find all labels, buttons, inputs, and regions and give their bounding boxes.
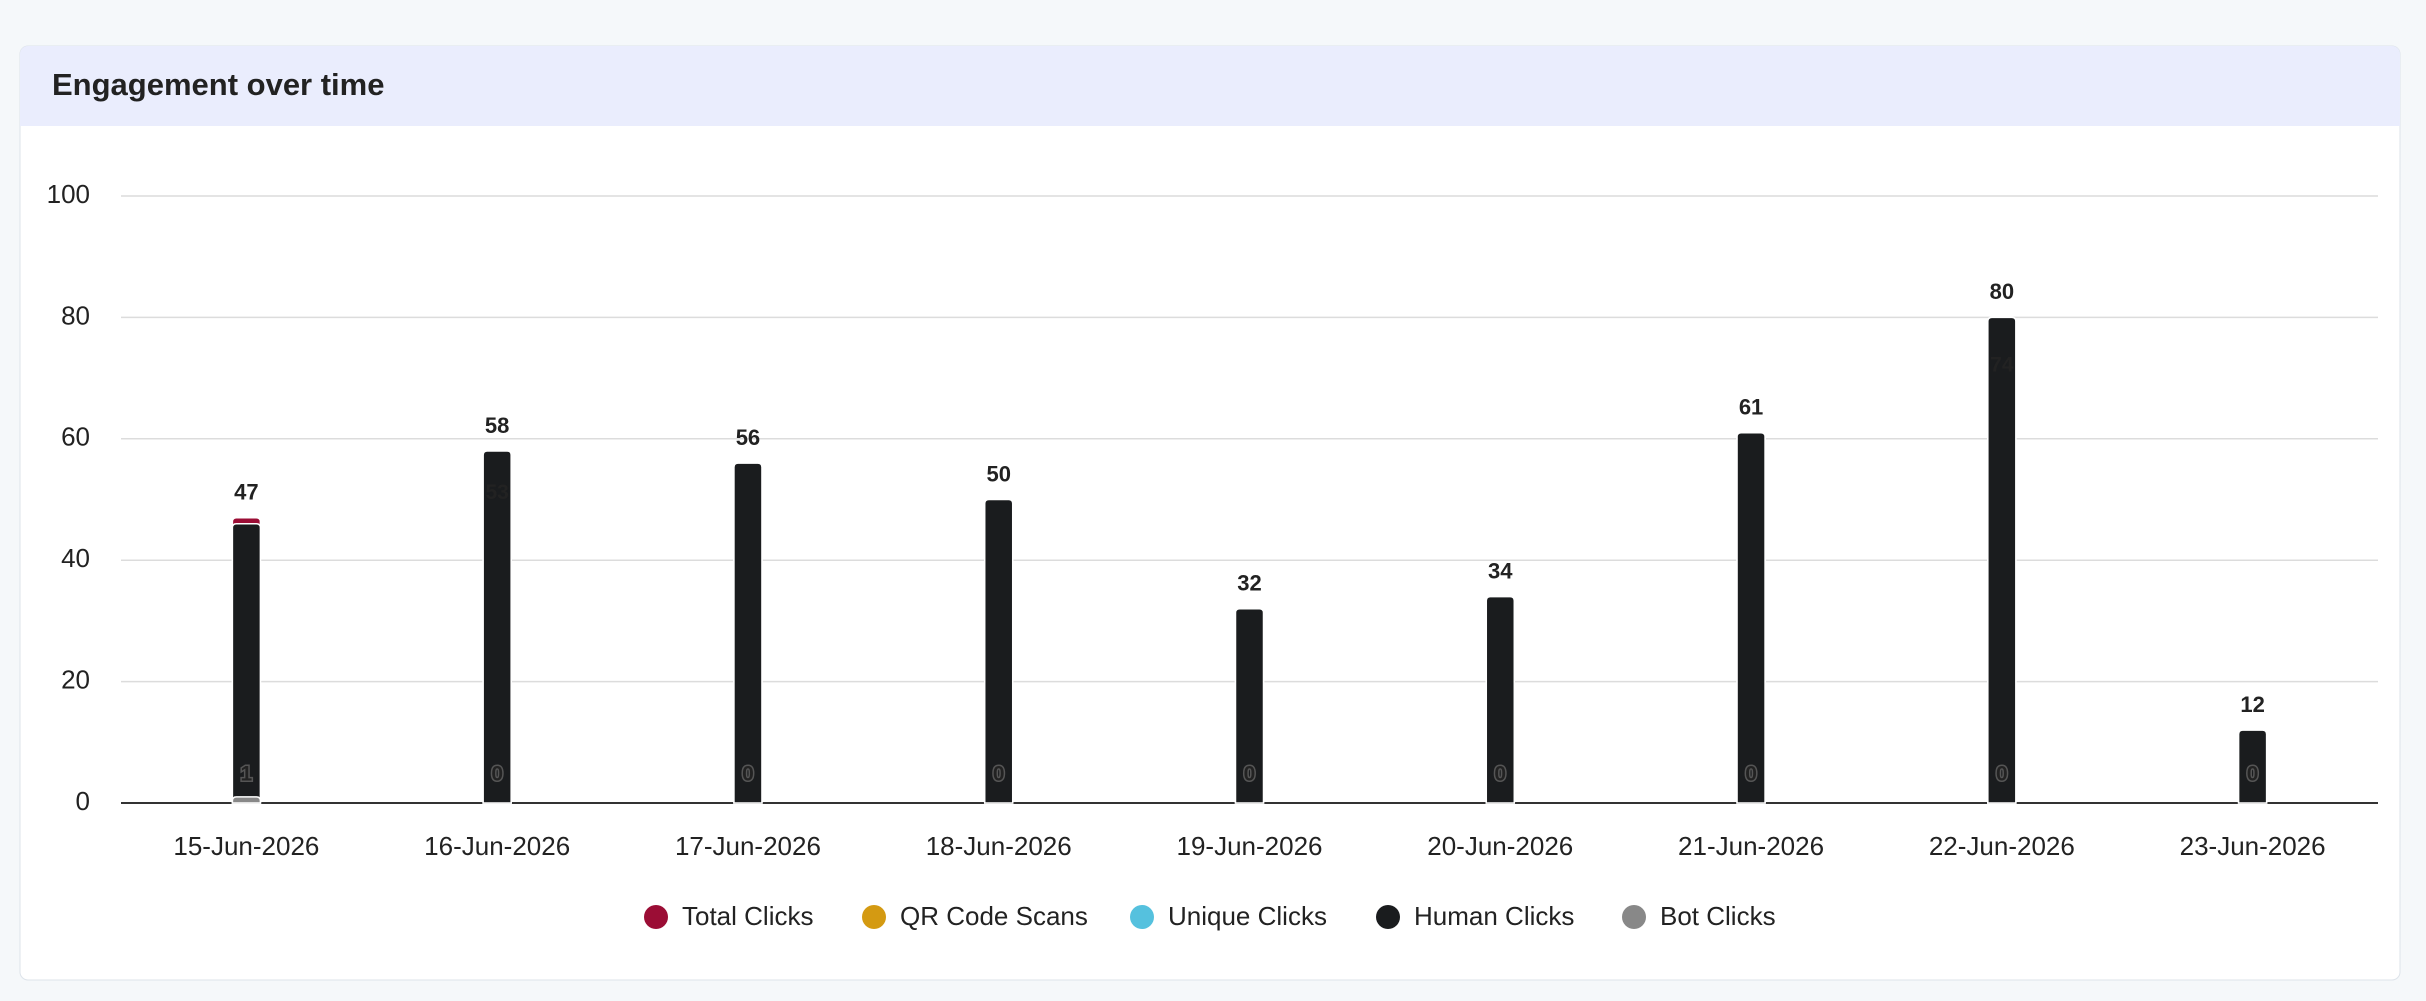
legend-swatch <box>862 905 886 929</box>
x-tick-label: 16-Jun-2026 <box>424 831 570 861</box>
total-label: 61 <box>1739 395 1763 420</box>
legend-swatch <box>1622 905 1646 929</box>
bot-label: 0 <box>1996 763 2008 786</box>
y-tick-label: 20 <box>61 664 90 694</box>
legend-label: Unique Clicks <box>1168 901 1327 931</box>
bot-label: 0 <box>2247 763 2259 786</box>
legend-label: Bot Clicks <box>1660 901 1776 931</box>
bot-label: 1 <box>241 763 253 786</box>
legend-label: Human Clicks <box>1414 901 1574 931</box>
total-label: 58 <box>485 413 509 438</box>
bot-label: 0 <box>491 763 503 786</box>
y-tick-label: 60 <box>61 422 90 452</box>
bot-label: 0 <box>742 763 754 786</box>
x-tick-label: 22-Jun-2026 <box>1929 831 2075 861</box>
x-tick-label: 19-Jun-2026 <box>1177 831 1323 861</box>
total-label: 80 <box>1990 279 2014 304</box>
bot-label: 0 <box>1494 763 1506 786</box>
bar <box>1234 608 1265 804</box>
legend-label: Total Clicks <box>682 901 813 931</box>
bar <box>231 523 262 804</box>
legend-swatch <box>1130 905 1154 929</box>
y-tick-label: 80 <box>61 300 90 330</box>
bot-label: 0 <box>1244 763 1256 786</box>
x-tick-label: 18-Jun-2026 <box>926 831 1072 861</box>
bar <box>983 498 1014 804</box>
bar <box>231 796 262 804</box>
bar <box>733 462 763 804</box>
bar <box>482 450 512 804</box>
bot-label: 0 <box>993 763 1005 786</box>
bar <box>2237 729 2268 804</box>
unique-label: 53 <box>485 481 508 504</box>
bar <box>1736 431 1766 804</box>
bar <box>1485 595 1516 804</box>
total-label: 12 <box>2240 692 2264 717</box>
total-label: 56 <box>736 425 760 450</box>
chart-title: Engagement over time <box>52 67 384 102</box>
x-tick-label: 23-Jun-2026 <box>2180 831 2326 861</box>
bot-label: 0 <box>1745 763 1757 786</box>
card-header <box>20 46 2400 126</box>
legend-swatch <box>1376 905 1400 929</box>
bar <box>1987 316 2017 804</box>
x-tick-label: 15-Jun-2026 <box>173 831 319 861</box>
total-label: 32 <box>1237 571 1261 596</box>
legend-swatch <box>644 905 668 929</box>
y-tick-label: 0 <box>76 786 90 816</box>
unique-label: 74 <box>1990 353 2014 376</box>
y-tick-label: 100 <box>47 179 90 209</box>
x-tick-label: 21-Jun-2026 <box>1678 831 1824 861</box>
y-tick-label: 40 <box>61 543 90 573</box>
x-tick-label: 17-Jun-2026 <box>675 831 821 861</box>
total-label: 34 <box>1488 558 1513 583</box>
total-label: 50 <box>986 461 1010 486</box>
total-label: 47 <box>234 480 258 505</box>
x-tick-label: 20-Jun-2026 <box>1427 831 1573 861</box>
legend-label: QR Code Scans <box>900 901 1088 931</box>
